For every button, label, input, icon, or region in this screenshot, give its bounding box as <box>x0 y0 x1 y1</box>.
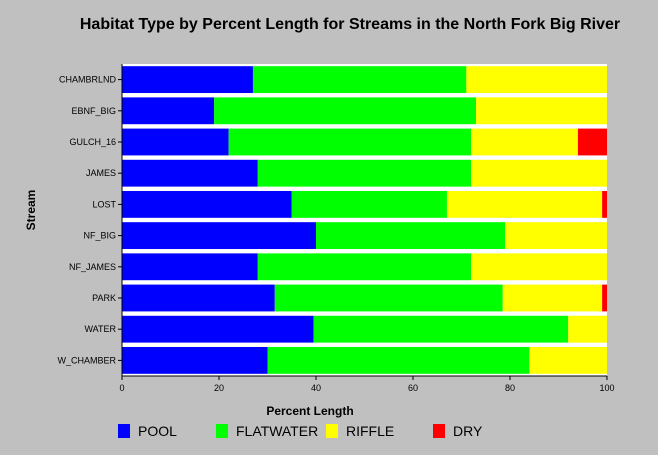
y-tick-labels: CHAMBRLND EBNF_BIG GULCH_16 JAMES LOST NF_BIG… <box>57 75 122 365</box>
bar-dry-gulch_16 <box>577 128 607 156</box>
bar-pool-water <box>122 315 314 343</box>
bar-riffle-water <box>568 315 607 343</box>
bar-pool-nf_big <box>122 222 316 250</box>
bar-flatwater-w_chamber <box>267 346 530 374</box>
y-tick-label: EBNF_BIG <box>71 106 116 116</box>
bar-flatwater-james <box>257 159 472 187</box>
bar-riffle-park <box>502 284 603 312</box>
bar-flatwater-water <box>313 315 569 343</box>
y-tick-label: WATER <box>85 324 117 334</box>
bar-pool-w_chamber <box>122 346 268 374</box>
legend-label: RIFFLE <box>346 423 395 439</box>
bar-flatwater-nf_big <box>316 222 506 250</box>
bar-riffle-james <box>471 159 607 187</box>
x-tick-label: 20 <box>214 383 224 393</box>
y-tick-label: JAMES <box>86 168 116 178</box>
bar-dry-lost <box>602 190 607 218</box>
bar-riffle-nf_big <box>505 222 607 250</box>
bar-pool-chambrlnd <box>122 66 253 94</box>
x-tick-labels: 0 20 40 60 80 100 <box>119 376 615 393</box>
y-tick-label: W_CHAMBER <box>57 355 116 365</box>
bar-flatwater-lost <box>291 190 447 218</box>
legend-swatch <box>216 424 228 438</box>
y-tick-label: NF_BIG <box>83 231 116 241</box>
chart-title: Habitat Type by Percent Length for Strea… <box>79 16 621 33</box>
bar-flatwater-gulch_16 <box>228 128 472 156</box>
x-tick-label: 40 <box>311 383 321 393</box>
bar-dry-park <box>602 284 607 312</box>
legend-label: FLATWATER <box>236 423 319 439</box>
y-tick-label: LOST <box>92 199 116 209</box>
y-tick-label: NF_JAMES <box>69 262 116 272</box>
bar-pool-james <box>122 159 258 187</box>
y-tick-label: CHAMBRLND <box>59 75 117 85</box>
y-axis-title: Stream <box>24 190 38 231</box>
legend-swatch <box>433 424 445 438</box>
bar-pool-ebnf_big <box>122 97 215 125</box>
bar-riffle-lost <box>446 190 603 218</box>
bar-riffle-ebnf_big <box>476 97 607 125</box>
x-tick-label: 60 <box>408 383 418 393</box>
x-tick-label: 80 <box>505 383 515 393</box>
bar-pool-gulch_16 <box>122 128 229 156</box>
legend-label: DRY <box>453 423 483 439</box>
legend: POOL FLATWATER RIFFLE DRY <box>118 422 618 442</box>
bar-flatwater-park <box>274 284 503 312</box>
y-tick-label: PARK <box>92 293 116 303</box>
bar-riffle-gulch_16 <box>471 128 578 156</box>
bar-riffle-w_chamber <box>529 346 607 374</box>
bars-group <box>122 66 607 374</box>
bar-riffle-chambrlnd <box>466 66 607 94</box>
bar-pool-lost <box>122 190 292 218</box>
x-axis-title: Percent Length <box>266 404 353 418</box>
bar-pool-park <box>122 284 275 312</box>
y-tick-label: GULCH_16 <box>69 137 116 147</box>
legend-swatch <box>326 424 338 438</box>
bar-flatwater-ebnf_big <box>214 97 477 125</box>
legend-label: POOL <box>138 423 177 439</box>
bar-flatwater-chambrlnd <box>252 66 467 94</box>
x-tick-label: 0 <box>119 383 124 393</box>
bar-flatwater-nf_james <box>257 253 472 281</box>
bar-riffle-nf_james <box>471 253 607 281</box>
x-tick-label: 100 <box>599 383 614 393</box>
legend-swatch <box>118 424 130 438</box>
bar-pool-nf_james <box>122 253 258 281</box>
